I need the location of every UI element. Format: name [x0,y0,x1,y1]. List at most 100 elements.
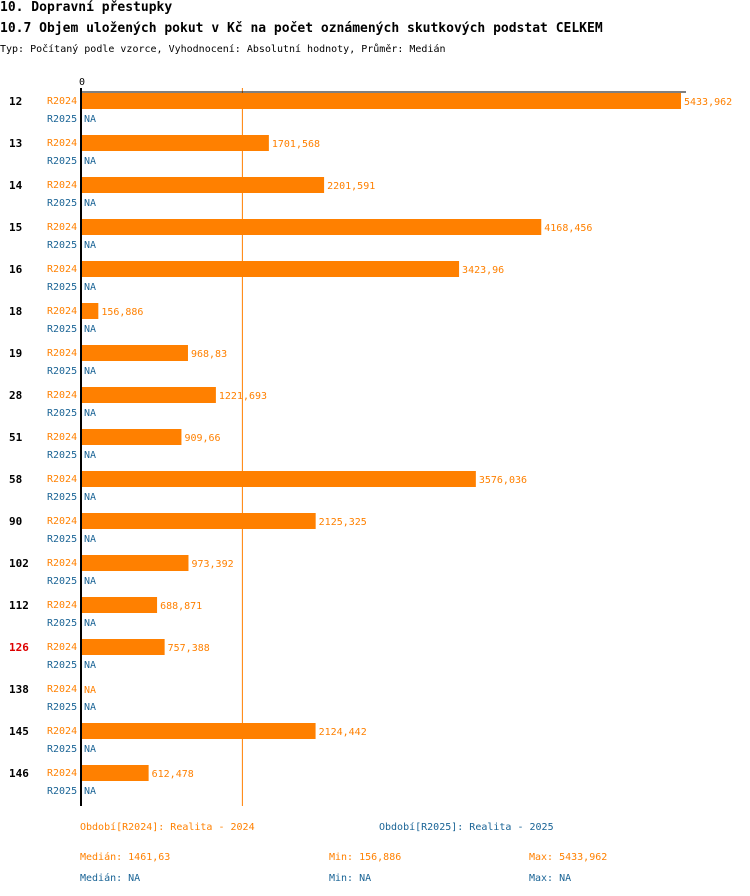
series-label-2024: R2024 [47,642,77,653]
series-label-2024: R2024 [47,432,77,443]
series-label-2024: R2024 [47,222,77,233]
stat-min-2025: Min: NA [329,873,372,884]
data-label-2024: 757,388 [168,643,210,654]
series-label-2024: R2024 [47,558,77,569]
data-label-2025: NA [84,786,96,797]
category-label: 145 [9,725,29,738]
series-label-2025: R2025 [47,744,77,755]
data-label-2024: 4168,456 [544,223,592,234]
data-label-2025: NA [84,492,96,503]
series-label-2025: R2025 [47,156,77,167]
data-label-2024: 968,83 [191,349,227,360]
series-label-2024: R2024 [47,600,77,611]
series-label-2024: R2024 [47,684,77,695]
series-label-2024: R2024 [47,726,77,737]
category-label: 138 [9,683,29,696]
data-label-2024: 156,886 [101,307,143,318]
category-label: 146 [9,767,29,780]
bar-2024 [82,219,542,235]
data-label-2025: NA [84,534,96,545]
series-label-2024: R2024 [47,264,77,275]
category-label: 14 [9,179,23,192]
series-label-2025: R2025 [47,492,77,503]
data-label-2024: NA [84,685,96,696]
category-label: 51 [9,431,23,444]
series-label-2025: R2025 [47,786,77,797]
data-label-2025: NA [84,408,96,419]
series-label-2024: R2024 [47,306,77,317]
category-label: 18 [9,305,22,318]
category-label: 12 [9,95,22,108]
data-label-2024: 909,66 [184,433,220,444]
data-label-2024: 973,392 [191,559,233,570]
section-title: 10. Dopravní přestupky [0,0,173,15]
data-label-2025: NA [84,198,96,209]
stat-min-2024: Min: 156,886 [329,852,402,863]
stat-median-2025: Medián: NA [80,873,141,884]
data-label-2025: NA [84,240,96,251]
bar-2024 [82,513,316,529]
series-label-2024: R2024 [47,390,77,401]
series-label-2025: R2025 [47,534,77,545]
data-label-2024: 3576,036 [479,475,527,486]
data-label-2025: NA [84,744,96,755]
data-label-2024: 2201,591 [327,181,375,192]
category-label: 15 [9,221,22,234]
category-label: 126 [9,641,29,654]
data-label-2024: 1701,568 [272,139,320,150]
data-label-2025: NA [84,366,96,377]
series-label-2025: R2025 [47,324,77,335]
series-label-2024: R2024 [47,768,77,779]
bar-2024 [82,387,216,403]
bar-2024 [82,345,188,361]
series-label-2025: R2025 [47,282,77,293]
data-label-2024: 2125,325 [319,517,367,528]
legend-period-2025: Období[R2025]: Realita - 2025 [379,822,554,833]
bar-2024 [82,177,325,193]
bar-2024 [82,261,460,277]
stat-max-2024: Max: 5433,962 [529,852,608,863]
series-label-2025: R2025 [47,660,77,671]
series-label-2025: R2025 [47,114,77,125]
category-label: 13 [9,137,22,150]
stat-median-2024: Medián: 1461,63 [80,852,171,863]
data-label-2025: NA [84,114,96,125]
series-label-2024: R2024 [47,516,77,527]
series-label-2024: R2024 [47,348,77,359]
category-label: 102 [9,557,29,570]
series-label-2025: R2025 [47,618,77,629]
data-label-2025: NA [84,156,96,167]
data-label-2024: 688,871 [160,601,202,612]
bar-2024 [82,555,189,571]
bar-2024 [82,639,165,655]
category-label: 90 [9,515,22,528]
data-label-2024: 3423,96 [462,265,504,276]
series-label-2025: R2025 [47,366,77,377]
stat-max-2025: Max: NA [529,873,572,884]
bar-2024 [82,471,476,487]
data-label-2024: 2124,442 [319,727,367,738]
series-label-2025: R2025 [47,702,77,713]
data-label-2025: NA [84,618,96,629]
category-label: 28 [9,389,22,402]
bar-2024 [82,597,158,613]
data-label-2025: NA [84,324,96,335]
bar-2024 [82,723,316,739]
series-label-2025: R2025 [47,198,77,209]
category-label: 16 [9,263,23,276]
axis-zero-label: 0 [79,77,85,88]
chart-title: 10.7 Objem uložených pokut v Kč na počet… [0,21,603,36]
series-label-2025: R2025 [47,576,77,587]
legend-period-2024: Období[R2024]: Realita - 2024 [80,822,255,833]
series-label-2024: R2024 [47,474,77,485]
data-label-2024: 612,478 [152,769,194,780]
data-label-2024: 1221,693 [219,391,267,402]
series-label-2024: R2024 [47,180,77,191]
bar-2024 [82,135,269,151]
series-label-2025: R2025 [47,240,77,251]
series-label-2024: R2024 [47,96,77,107]
data-label-2025: NA [84,576,96,587]
bar-2024 [82,93,681,109]
bar-2024 [82,765,149,781]
